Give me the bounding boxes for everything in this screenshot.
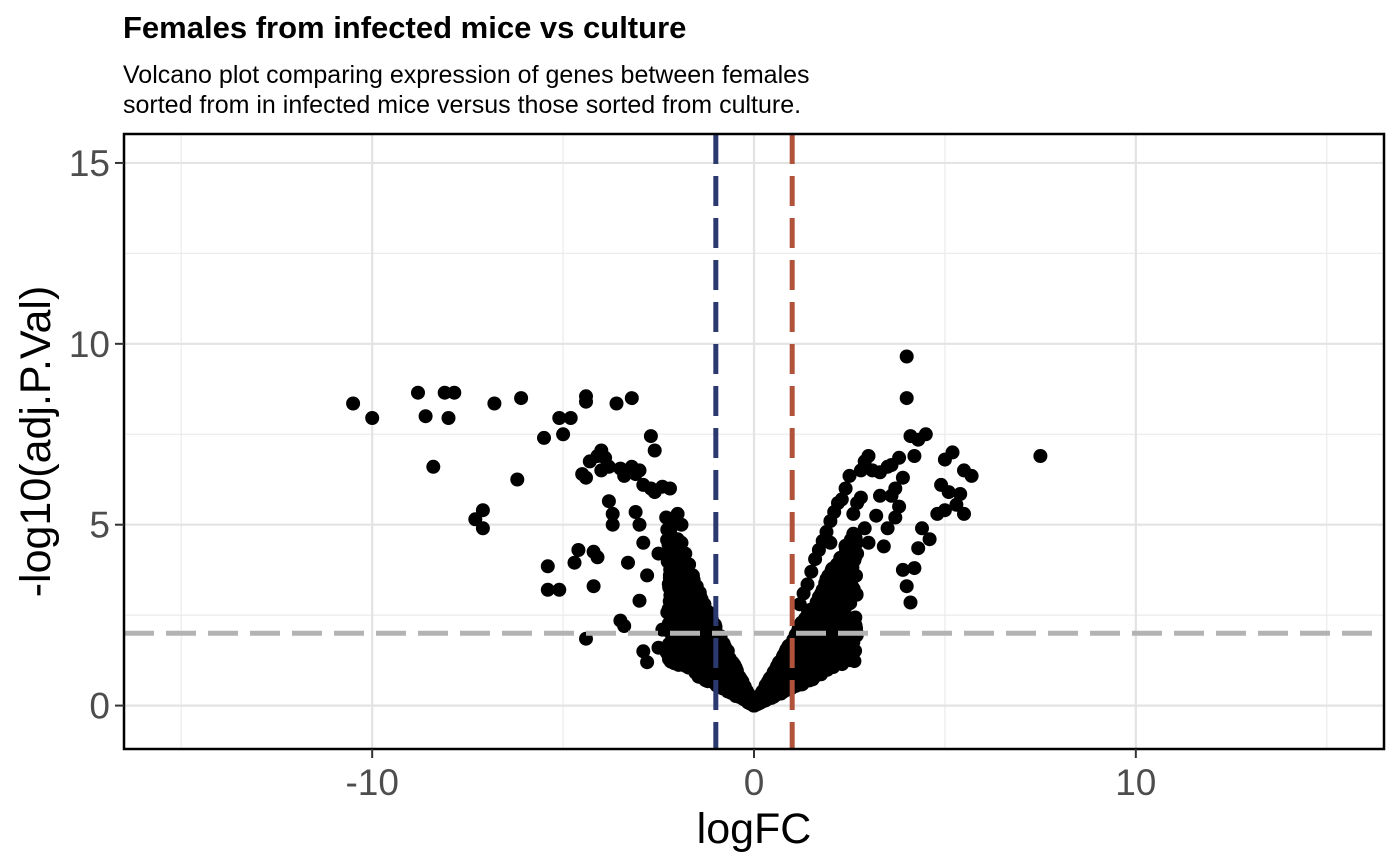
data-point	[579, 395, 593, 409]
data-point	[514, 391, 528, 405]
data-point	[862, 536, 876, 550]
data-point	[877, 539, 891, 553]
data-point	[510, 473, 524, 487]
data-point	[633, 594, 647, 608]
data-point	[840, 646, 854, 660]
data-point	[652, 547, 666, 561]
data-point	[625, 391, 639, 405]
data-point	[827, 640, 841, 654]
data-point	[823, 536, 837, 550]
data-point	[568, 556, 582, 570]
data-point	[591, 550, 605, 564]
data-point	[537, 431, 551, 445]
data-point	[610, 397, 624, 411]
data-point	[869, 509, 883, 523]
data-point	[365, 411, 379, 425]
data-point	[896, 563, 910, 577]
data-point	[552, 583, 566, 597]
data-point	[1033, 449, 1047, 463]
data-point	[686, 648, 700, 662]
data-point	[813, 636, 827, 650]
data-point	[579, 471, 593, 485]
data-point	[633, 463, 647, 477]
data-point	[602, 494, 616, 508]
data-point	[900, 579, 914, 593]
data-point	[697, 597, 711, 611]
data-point	[946, 445, 960, 459]
data-point	[965, 469, 979, 483]
y-tick-label: 5	[89, 505, 110, 546]
data-point	[904, 596, 918, 610]
data-point	[346, 397, 360, 411]
data-point	[476, 521, 490, 535]
data-point	[426, 460, 440, 474]
data-point	[636, 536, 650, 550]
data-point	[447, 386, 461, 400]
data-point	[621, 556, 635, 570]
y-axis-title: -log10(adj.P.Val)	[12, 286, 60, 598]
data-point	[476, 503, 490, 517]
grid-layer	[124, 134, 1384, 749]
data-point	[843, 469, 857, 483]
data-point	[629, 505, 643, 519]
data-point	[839, 539, 853, 553]
data-point	[846, 527, 860, 541]
data-point	[881, 521, 895, 535]
data-point	[934, 478, 948, 492]
data-point	[644, 429, 658, 443]
data-point	[606, 518, 620, 532]
data-point	[740, 684, 754, 698]
data-point	[442, 411, 456, 425]
data-point	[907, 449, 921, 463]
data-point	[419, 409, 433, 423]
data-point	[671, 575, 685, 589]
data-point	[812, 590, 826, 604]
data-point	[911, 541, 925, 555]
data-point	[564, 411, 578, 425]
data-point	[648, 444, 662, 458]
data-point	[804, 565, 818, 579]
data-point	[487, 397, 501, 411]
y-tick-label: 10	[69, 324, 110, 365]
data-point	[556, 427, 570, 441]
data-point	[640, 655, 654, 669]
x-tick-label: 10	[1115, 762, 1156, 803]
data-point	[719, 673, 733, 687]
data-point	[675, 518, 689, 532]
data-point	[900, 350, 914, 364]
data-point	[885, 489, 899, 503]
data-point	[930, 507, 944, 521]
data-point	[762, 675, 776, 689]
data-point	[915, 521, 929, 535]
y-tick-label: 0	[89, 686, 110, 727]
data-point	[587, 579, 601, 593]
data-point	[798, 611, 812, 625]
x-tick-label: 0	[744, 762, 765, 803]
data-point	[802, 669, 816, 683]
x-tick-label: -10	[345, 762, 398, 803]
x-axis-title: logFC	[697, 805, 812, 853]
data-point	[919, 427, 933, 441]
data-point	[571, 543, 585, 557]
data-point	[808, 552, 822, 566]
data-point	[717, 637, 731, 651]
data-point	[819, 656, 833, 670]
data-point	[793, 597, 807, 611]
data-point	[831, 558, 845, 572]
data-point	[411, 386, 425, 400]
data-point	[854, 491, 868, 505]
y-tick-label: 15	[69, 143, 110, 184]
data-point	[663, 482, 677, 496]
data-point	[751, 695, 765, 709]
data-point	[900, 391, 914, 405]
data-point	[652, 641, 666, 655]
data-point	[640, 568, 654, 582]
data-point	[663, 652, 677, 666]
data-point	[633, 518, 647, 532]
data-point	[541, 559, 555, 573]
data-point	[694, 616, 708, 630]
